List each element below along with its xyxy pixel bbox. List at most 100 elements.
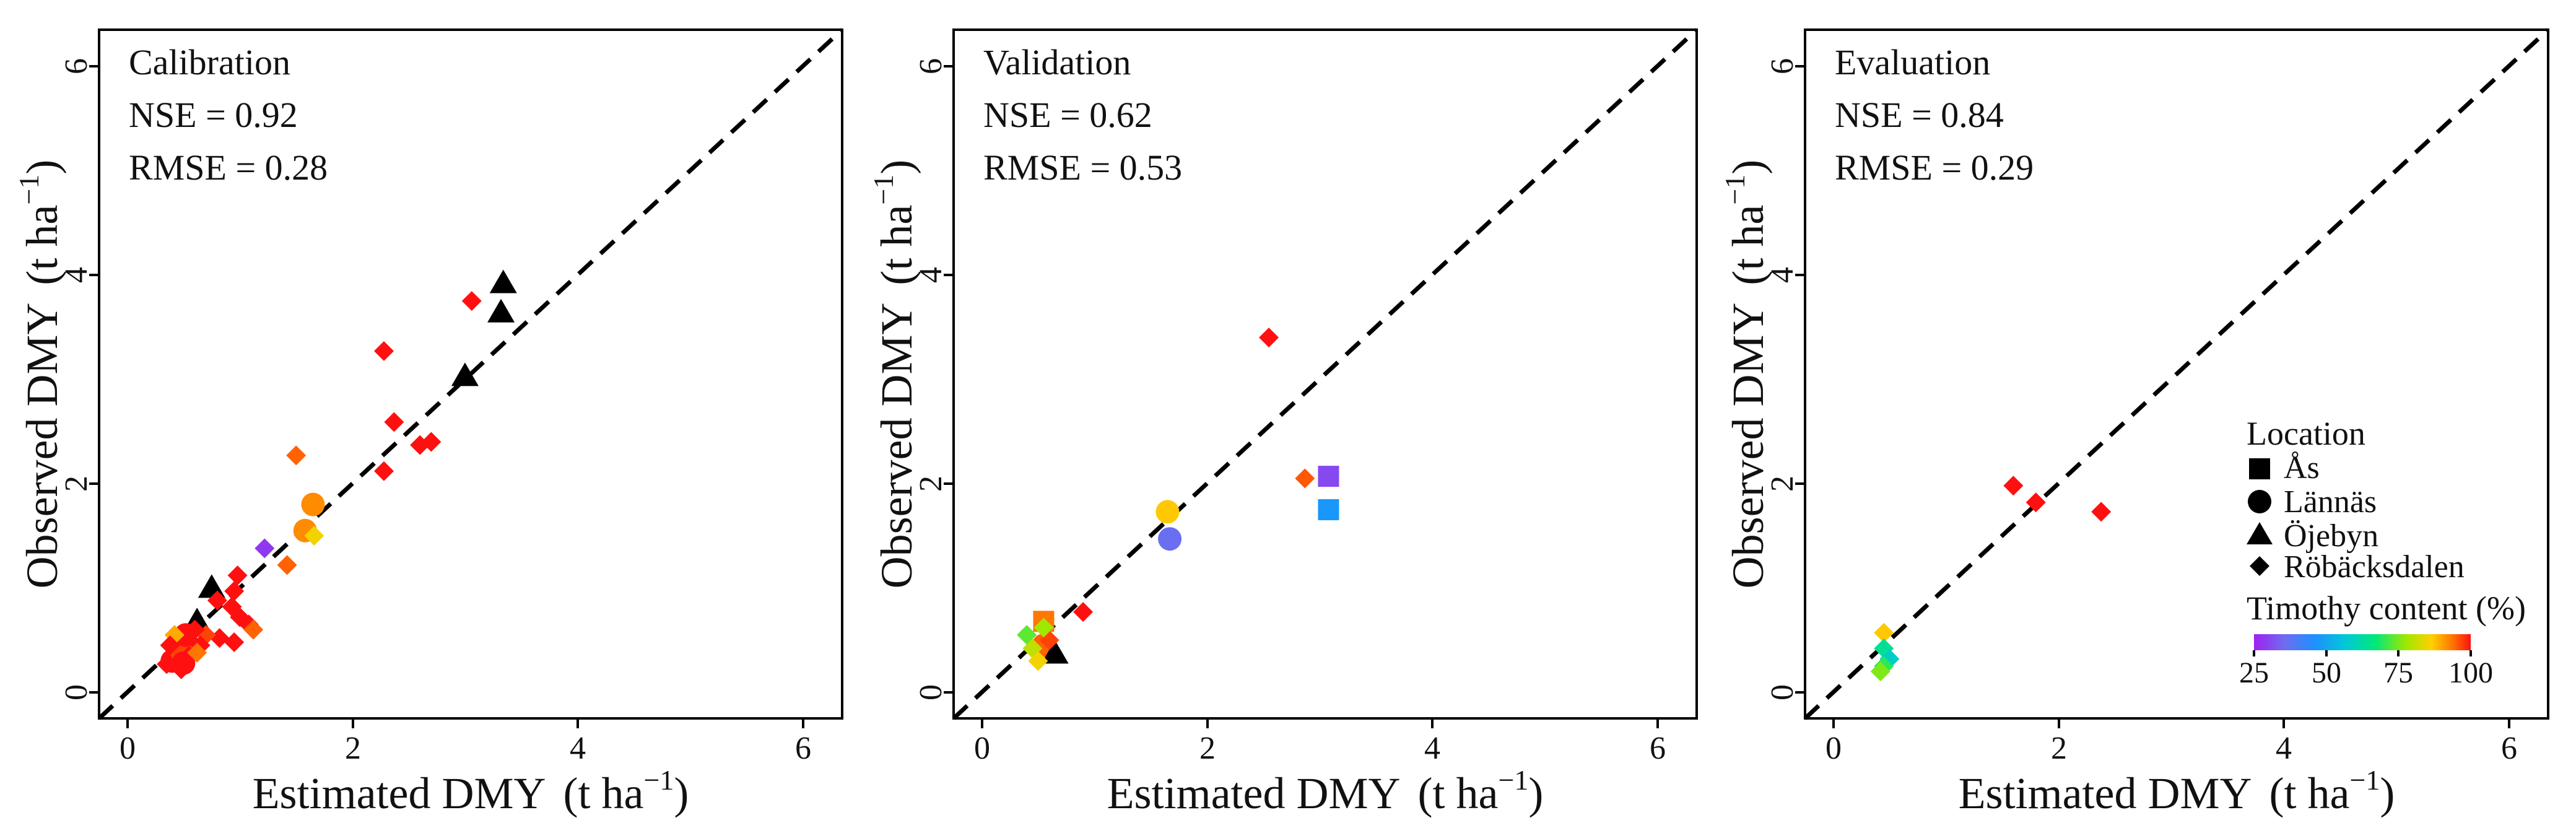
x-axis-title: Estimated DMY bbox=[253, 769, 546, 818]
x-tick-label: 6 bbox=[1650, 731, 1666, 766]
data-point-diamond bbox=[1295, 468, 1315, 489]
y-axis-unit-open: (t ha bbox=[17, 205, 67, 285]
x-tick-label: 2 bbox=[345, 731, 361, 766]
data-point-square bbox=[1318, 466, 1339, 487]
data-point-diamond bbox=[243, 619, 264, 640]
y-tick-label: 0 bbox=[913, 684, 949, 700]
x-axis-label: Estimated DMY (t ha−1) bbox=[253, 764, 689, 818]
y-axis-unit-close: ) bbox=[1723, 160, 1773, 175]
colorbar-tick-label: 50 bbox=[2312, 656, 2341, 689]
x-tick-label: 0 bbox=[974, 731, 990, 766]
x-axis-unit-exponent: −1 bbox=[643, 764, 674, 796]
y-axis-unit-close: ) bbox=[17, 160, 67, 175]
y-tick-label: 6 bbox=[913, 58, 949, 74]
x-tick-label: 2 bbox=[2051, 731, 2067, 766]
y-axis-title: Observed DMY bbox=[1723, 302, 1773, 588]
plot-frame bbox=[952, 28, 1698, 720]
x-axis-label: Estimated DMY (t ha−1) bbox=[1107, 764, 1544, 818]
y-tick-label: 6 bbox=[59, 58, 94, 74]
data-point-diamond bbox=[1874, 622, 1894, 643]
y-axis-unit-close: ) bbox=[872, 160, 921, 175]
data-point-diamond bbox=[304, 526, 324, 546]
data-point-diamond bbox=[1073, 602, 1094, 622]
data-point-diamond bbox=[2091, 502, 2112, 522]
y-tick-label: 0 bbox=[1765, 684, 1800, 700]
y-tick-label: 4 bbox=[59, 267, 94, 283]
nse-value: NSE = 0.84 bbox=[1835, 95, 2004, 135]
data-point-diamond bbox=[1259, 328, 1279, 348]
legend-colorbar-title: Timothy content (%) bbox=[2247, 590, 2526, 627]
y-axis-unit-exponent: −1 bbox=[13, 175, 45, 205]
data-point-diamond bbox=[277, 555, 297, 575]
data-point-triangle bbox=[489, 269, 517, 294]
y-tick-label: 6 bbox=[1765, 58, 1800, 74]
data-point-diamond bbox=[461, 291, 482, 312]
data-point-diamond bbox=[209, 628, 230, 648]
data-point-diamond bbox=[160, 635, 180, 656]
x-tick-label: 4 bbox=[2276, 731, 2292, 766]
legend: Location Ås Lännäs Öjebyn Röbäcksdalen T… bbox=[2239, 415, 2526, 689]
y-axis-title: Observed DMY bbox=[872, 302, 921, 588]
square-icon bbox=[2249, 458, 2270, 479]
x-axis-unit-close: ) bbox=[674, 769, 689, 818]
x-axis-unit-open: (t ha bbox=[2269, 769, 2350, 818]
legend-location-title: Location bbox=[2247, 415, 2365, 452]
data-point-circle bbox=[301, 492, 325, 516]
one-to-one-line bbox=[1803, 28, 2550, 720]
data-point-circle bbox=[1155, 500, 1180, 524]
circle-icon bbox=[2248, 490, 2271, 513]
data-point-triangle bbox=[1041, 640, 1069, 664]
y-tick-label: 4 bbox=[1765, 267, 1800, 283]
data-point-diamond bbox=[224, 632, 245, 653]
evaluation-points bbox=[1870, 476, 2112, 682]
y-tick-label: 2 bbox=[1765, 476, 1800, 492]
data-point-diamond bbox=[157, 654, 177, 674]
data-point-square bbox=[1318, 499, 1339, 521]
rmse-value: RMSE = 0.28 bbox=[129, 147, 328, 188]
data-point-triangle bbox=[487, 299, 515, 323]
panel-validation: Validation NSE = 0.62 RMSE = 0.53 0 2 4 … bbox=[868, 28, 1699, 818]
data-point-diamond bbox=[374, 341, 394, 361]
x-axis-unit-close: ) bbox=[2380, 769, 2395, 818]
data-point-diamond bbox=[1870, 661, 1891, 682]
data-point-diamond bbox=[286, 445, 307, 466]
colorbar-tick-label: 100 bbox=[2448, 656, 2493, 689]
x-tick-label: 4 bbox=[570, 731, 586, 766]
colorbar bbox=[2254, 634, 2471, 650]
nse-value: NSE = 0.92 bbox=[129, 95, 298, 135]
colorbar-tick-label: 25 bbox=[2239, 656, 2269, 689]
panel-title: Calibration bbox=[129, 42, 290, 82]
y-axis-unit-open: (t ha bbox=[872, 205, 921, 285]
x-tick-label: 6 bbox=[2501, 731, 2517, 766]
data-point-diamond bbox=[171, 659, 191, 679]
triangle-icon bbox=[2247, 522, 2273, 544]
diamond-icon bbox=[2250, 556, 2269, 576]
colorbar-tick-label: 75 bbox=[2383, 656, 2413, 689]
plot-frame bbox=[98, 28, 843, 720]
plot-frame bbox=[1804, 28, 2549, 720]
y-axis-label: Observed DMY (t ha−1) bbox=[868, 160, 921, 589]
x-tick-label: 0 bbox=[120, 731, 136, 766]
panel-title: Validation bbox=[983, 42, 1131, 82]
x-tick-label: 6 bbox=[795, 731, 811, 766]
rmse-value: RMSE = 0.53 bbox=[983, 147, 1182, 188]
y-tick-label: 4 bbox=[913, 267, 949, 283]
y-axis-label: Observed DMY (t ha−1) bbox=[13, 160, 67, 589]
x-axis-unit-close: ) bbox=[1528, 769, 1543, 818]
data-point-diamond bbox=[384, 412, 404, 432]
data-point-diamond bbox=[207, 590, 227, 611]
data-point-diamond bbox=[2026, 492, 2046, 513]
y-tick-label: 2 bbox=[913, 476, 949, 492]
x-axis-unit-open: (t ha bbox=[1418, 769, 1499, 818]
y-axis-unit-exponent: −1 bbox=[1719, 175, 1751, 205]
rmse-value: RMSE = 0.29 bbox=[1835, 147, 2034, 188]
panel-calibration: Calibration NSE = 0.92 RMSE = 0.28 0 2 4… bbox=[13, 28, 844, 818]
data-point-diamond bbox=[187, 642, 207, 663]
panel-evaluation: Evaluation NSE = 0.84 RMSE = 0.29 0 2 4 … bbox=[1719, 28, 2550, 818]
legend-item-as: Ås bbox=[2284, 450, 2320, 486]
y-axis-title: Observed DMY bbox=[17, 302, 67, 588]
x-tick-label: 0 bbox=[1825, 731, 1842, 766]
legend-item-robacksdalen: Röbäcksdalen bbox=[2284, 549, 2465, 585]
y-axis-unit-open: (t ha bbox=[1723, 205, 1773, 285]
data-point-triangle bbox=[198, 574, 225, 598]
